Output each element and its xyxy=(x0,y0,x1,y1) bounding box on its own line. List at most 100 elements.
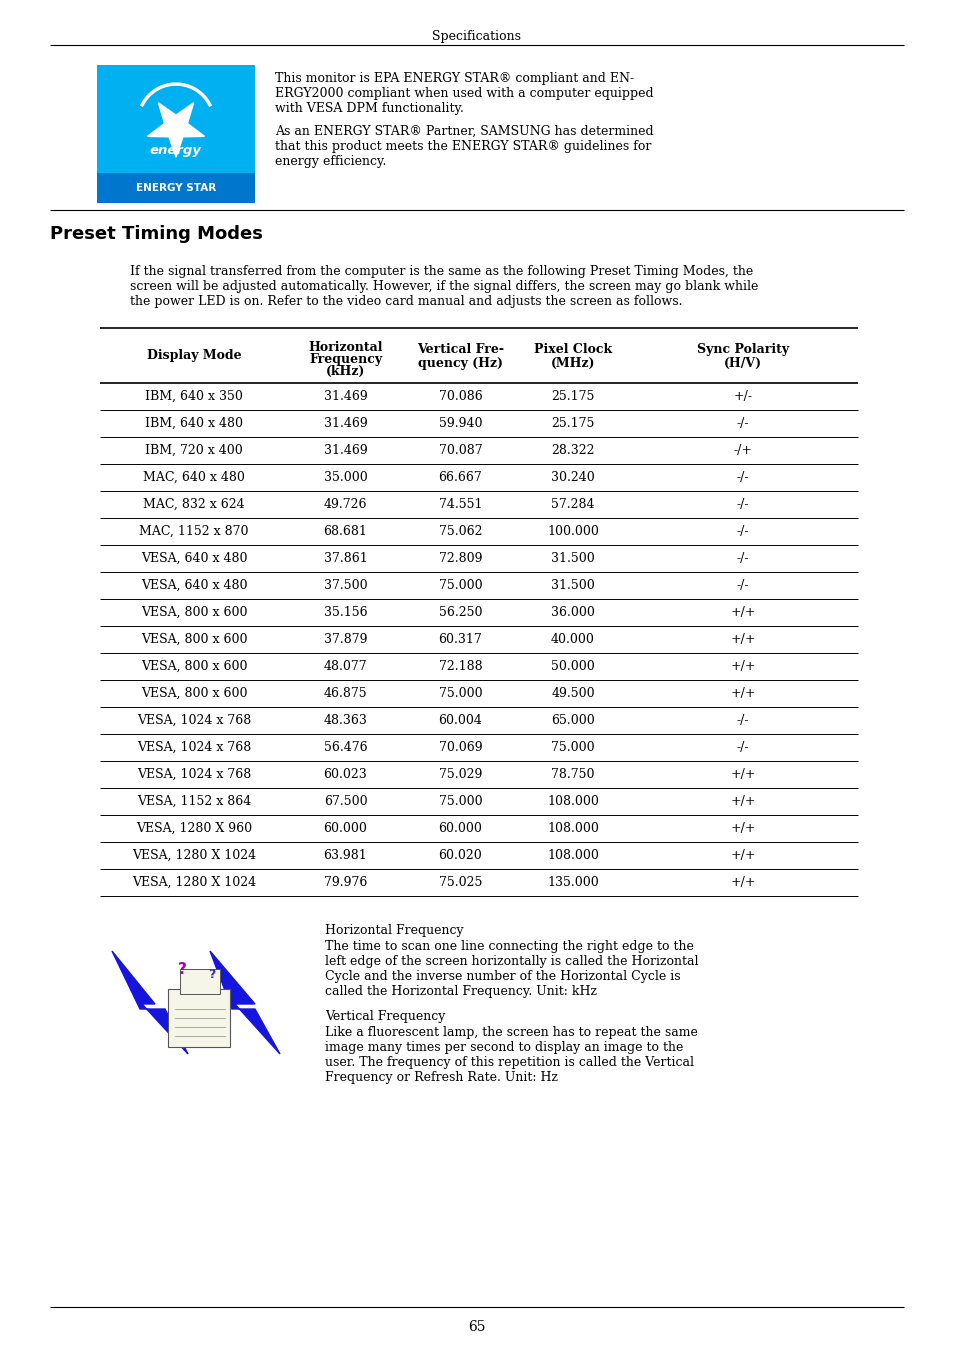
Text: IBM, 640 x 350: IBM, 640 x 350 xyxy=(145,390,243,404)
Text: 49.500: 49.500 xyxy=(551,687,594,701)
Text: screen will be adjusted automatically. However, if the signal differs, the scree: screen will be adjusted automatically. H… xyxy=(130,279,758,293)
Text: 65.000: 65.000 xyxy=(551,714,595,728)
Text: the power LED is on. Refer to the video card manual and adjusts the screen as fo: the power LED is on. Refer to the video … xyxy=(130,296,681,308)
Text: 30.240: 30.240 xyxy=(551,471,595,485)
Text: 31.469: 31.469 xyxy=(323,390,367,404)
Text: 75.029: 75.029 xyxy=(438,768,481,782)
Text: 70.069: 70.069 xyxy=(438,741,482,755)
Text: image many times per second to display an image to the: image many times per second to display a… xyxy=(325,1041,682,1054)
Text: 35.156: 35.156 xyxy=(323,606,367,620)
Text: ?: ? xyxy=(177,963,186,977)
Text: 59.940: 59.940 xyxy=(438,417,482,431)
Text: The time to scan one line connecting the right edge to the: The time to scan one line connecting the… xyxy=(325,940,693,953)
Text: 35.000: 35.000 xyxy=(323,471,367,485)
Text: (kHz): (kHz) xyxy=(326,364,365,378)
Text: 75.025: 75.025 xyxy=(438,876,481,890)
Text: MAC, 832 x 624: MAC, 832 x 624 xyxy=(143,498,245,512)
Text: 60.004: 60.004 xyxy=(438,714,482,728)
Text: ?: ? xyxy=(208,968,215,981)
Text: +/+: +/+ xyxy=(729,687,755,701)
Text: +/+: +/+ xyxy=(729,876,755,890)
Text: 48.077: 48.077 xyxy=(323,660,367,674)
Text: 31.500: 31.500 xyxy=(551,579,595,593)
Text: +/-: +/- xyxy=(733,390,752,404)
Text: quency (Hz): quency (Hz) xyxy=(417,356,502,370)
Text: Specifications: Specifications xyxy=(432,30,521,43)
Text: IBM, 720 x 400: IBM, 720 x 400 xyxy=(145,444,243,458)
Text: Preset Timing Modes: Preset Timing Modes xyxy=(50,225,263,243)
Text: (H/V): (H/V) xyxy=(723,356,761,370)
Text: VESA, 640 x 480: VESA, 640 x 480 xyxy=(141,552,247,566)
Text: Horizontal Frequency: Horizontal Frequency xyxy=(325,923,463,937)
Text: 67.500: 67.500 xyxy=(323,795,367,809)
Text: 75.000: 75.000 xyxy=(438,579,482,593)
Text: 60.317: 60.317 xyxy=(438,633,482,647)
Text: VESA, 800 x 600: VESA, 800 x 600 xyxy=(141,606,247,620)
Text: -/-: -/- xyxy=(736,525,748,539)
Text: VESA, 1024 x 768: VESA, 1024 x 768 xyxy=(136,768,251,782)
Text: 75.062: 75.062 xyxy=(438,525,482,539)
Text: -/-: -/- xyxy=(736,552,748,566)
Text: +/+: +/+ xyxy=(729,768,755,782)
Text: 63.981: 63.981 xyxy=(323,849,367,863)
Text: ERGY2000 compliant when used with a computer equipped: ERGY2000 compliant when used with a comp… xyxy=(274,86,653,100)
Text: VESA, 800 x 600: VESA, 800 x 600 xyxy=(141,633,247,647)
Text: 37.879: 37.879 xyxy=(323,633,367,647)
Text: (MHz): (MHz) xyxy=(550,356,595,370)
Text: 31.469: 31.469 xyxy=(323,417,367,431)
Text: 37.500: 37.500 xyxy=(323,579,367,593)
Text: called the Horizontal Frequency. Unit: kHz: called the Horizontal Frequency. Unit: k… xyxy=(325,986,597,998)
Text: Like a fluorescent lamp, the screen has to repeat the same: Like a fluorescent lamp, the screen has … xyxy=(325,1026,698,1040)
Text: Display Mode: Display Mode xyxy=(147,350,241,362)
Polygon shape xyxy=(148,103,204,157)
Text: 72.809: 72.809 xyxy=(438,552,482,566)
Text: 75.000: 75.000 xyxy=(438,687,482,701)
Text: 70.086: 70.086 xyxy=(438,390,482,404)
Text: 75.000: 75.000 xyxy=(551,741,594,755)
Text: VESA, 640 x 480: VESA, 640 x 480 xyxy=(141,579,247,593)
Text: +/+: +/+ xyxy=(729,606,755,620)
Text: 108.000: 108.000 xyxy=(546,795,598,809)
Text: -/-: -/- xyxy=(736,498,748,512)
Polygon shape xyxy=(210,950,280,1054)
Text: VESA, 800 x 600: VESA, 800 x 600 xyxy=(141,687,247,701)
Text: 48.363: 48.363 xyxy=(323,714,367,728)
Text: 74.551: 74.551 xyxy=(438,498,482,512)
Text: VESA, 800 x 600: VESA, 800 x 600 xyxy=(141,660,247,674)
Text: +/+: +/+ xyxy=(729,849,755,863)
Bar xyxy=(97,173,254,202)
Text: 25.175: 25.175 xyxy=(551,417,594,431)
Text: VESA, 1024 x 768: VESA, 1024 x 768 xyxy=(136,714,251,728)
Text: Vertical Frequency: Vertical Frequency xyxy=(325,1010,445,1023)
Text: Sync Polarity: Sync Polarity xyxy=(697,343,788,356)
Text: 108.000: 108.000 xyxy=(546,849,598,863)
Text: Cycle and the inverse number of the Horizontal Cycle is: Cycle and the inverse number of the Hori… xyxy=(325,971,679,983)
Text: that this product meets the ENERGY STAR® guidelines for: that this product meets the ENERGY STAR®… xyxy=(274,140,651,153)
Text: 60.000: 60.000 xyxy=(438,822,482,836)
Text: 46.875: 46.875 xyxy=(323,687,367,701)
Text: Pixel Clock: Pixel Clock xyxy=(534,343,612,356)
Text: -/-: -/- xyxy=(736,741,748,755)
Text: 31.500: 31.500 xyxy=(551,552,595,566)
Text: 31.469: 31.469 xyxy=(323,444,367,458)
Text: VESA, 1024 x 768: VESA, 1024 x 768 xyxy=(136,741,251,755)
Text: -/-: -/- xyxy=(736,579,748,593)
Text: Vertical Fre-: Vertical Fre- xyxy=(416,343,503,356)
Text: This monitor is EPA ENERGY STAR® compliant and EN-: This monitor is EPA ENERGY STAR® complia… xyxy=(274,72,634,85)
Text: -/+: -/+ xyxy=(733,444,752,458)
Text: 100.000: 100.000 xyxy=(546,525,598,539)
Text: 56.250: 56.250 xyxy=(438,606,482,620)
Text: 70.087: 70.087 xyxy=(438,444,482,458)
Text: user. The frequency of this repetition is called the Vertical: user. The frequency of this repetition i… xyxy=(325,1056,693,1069)
Text: 25.175: 25.175 xyxy=(551,390,594,404)
Text: energy: energy xyxy=(150,144,202,157)
Text: 66.667: 66.667 xyxy=(438,471,482,485)
Text: IBM, 640 x 480: IBM, 640 x 480 xyxy=(145,417,243,431)
Text: VESA, 1280 X 1024: VESA, 1280 X 1024 xyxy=(132,849,255,863)
Text: Frequency or Refresh Rate. Unit: Hz: Frequency or Refresh Rate. Unit: Hz xyxy=(325,1071,558,1084)
Text: 28.322: 28.322 xyxy=(551,444,594,458)
Text: +/+: +/+ xyxy=(729,795,755,809)
Text: +/+: +/+ xyxy=(729,822,755,836)
Bar xyxy=(168,990,230,1048)
Text: 36.000: 36.000 xyxy=(551,606,595,620)
